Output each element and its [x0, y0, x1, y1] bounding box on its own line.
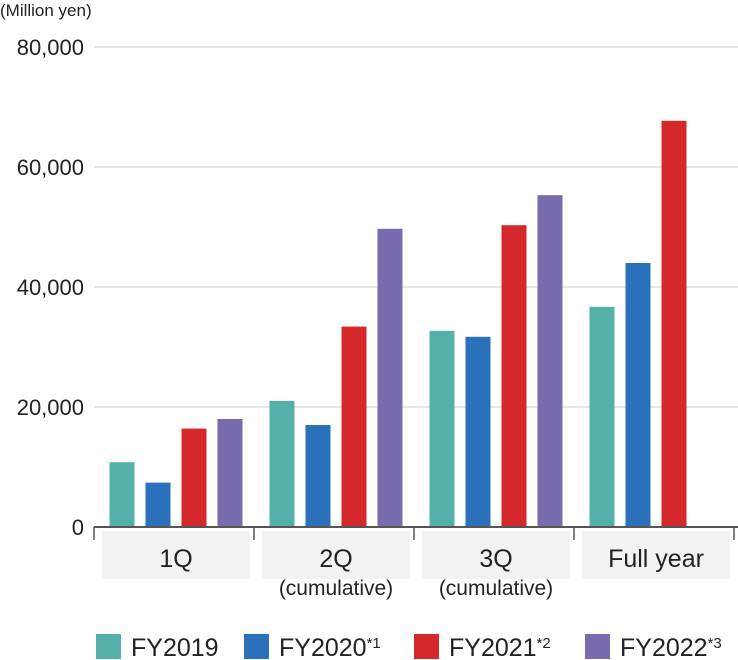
category-label: 2Q — [319, 545, 352, 573]
category-labels: 1Q 2Q (cumulative) 3Q (cumulative) Full year — [159, 545, 704, 600]
bar-fy2020-1 — [145, 482, 171, 527]
category-box — [582, 531, 730, 579]
category-box — [422, 531, 570, 579]
category-label: 1Q — [159, 545, 192, 573]
legend-swatch — [96, 634, 121, 659]
legend-series-name: FY2020 — [279, 634, 367, 660]
category-label: Full year — [608, 545, 704, 573]
legend-footnote-mark: *1 — [367, 635, 381, 652]
bar-fy2019-1 — [109, 462, 135, 527]
category-label: 3Q — [479, 545, 512, 573]
y-tick-label: 0 — [72, 515, 84, 540]
y-tick-label: 20,000 — [17, 395, 84, 420]
bar-fy2021-2 — [341, 326, 367, 527]
category-boxes — [102, 531, 730, 579]
legend: FY2019 FY2020*1 FY2021*2 FY2022*3 — [96, 634, 722, 660]
bar-fy2021-3 — [501, 225, 527, 527]
bar-fy2022-3 — [537, 195, 563, 527]
bar-fy2022-1 — [217, 419, 243, 527]
legend-series-name: FY2021 — [449, 634, 537, 660]
legend-swatch — [414, 634, 439, 659]
legend-series-name: FY2022 — [620, 634, 708, 660]
legend-label: FY2021*2 — [449, 634, 551, 660]
y-tick-label: 60,000 — [17, 155, 84, 180]
legend-footnote-mark: *3 — [708, 635, 722, 652]
category-box — [262, 531, 410, 579]
legend-series-name: FY2019 — [131, 634, 219, 660]
bars — [109, 120, 687, 528]
category-box — [102, 531, 250, 579]
bar-fy2020-3 — [465, 336, 491, 527]
y-axis-unit-label: (Million yen) — [0, 1, 92, 20]
bar-fy2019-3 — [429, 330, 455, 527]
legend-label: FY2020*1 — [279, 634, 381, 660]
y-axis-ticks: 0 20,000 40,000 60,000 80,000 — [17, 35, 84, 540]
legend-label: FY2022*3 — [620, 634, 722, 660]
legend-label: FY2019 — [131, 634, 219, 660]
legend-footnote-mark: *2 — [537, 635, 551, 652]
category-sublabel: (cumulative) — [279, 577, 393, 600]
bar-fy2021-4 — [661, 120, 687, 528]
bar-fy2022-2 — [377, 228, 403, 528]
x-axis — [93, 526, 738, 540]
category-sublabel: (cumulative) — [439, 577, 553, 600]
bar-fy2020-2 — [305, 425, 331, 527]
bar-fy2019-4 — [589, 306, 615, 527]
y-tick-label: 40,000 — [17, 275, 84, 300]
legend-swatch — [585, 634, 610, 659]
y-tick-label: 80,000 — [17, 35, 84, 60]
bar-fy2021-1 — [181, 428, 207, 527]
bar-fy2019-2 — [269, 401, 295, 527]
legend-swatch — [244, 634, 269, 659]
bar-fy2020-4 — [625, 263, 651, 527]
